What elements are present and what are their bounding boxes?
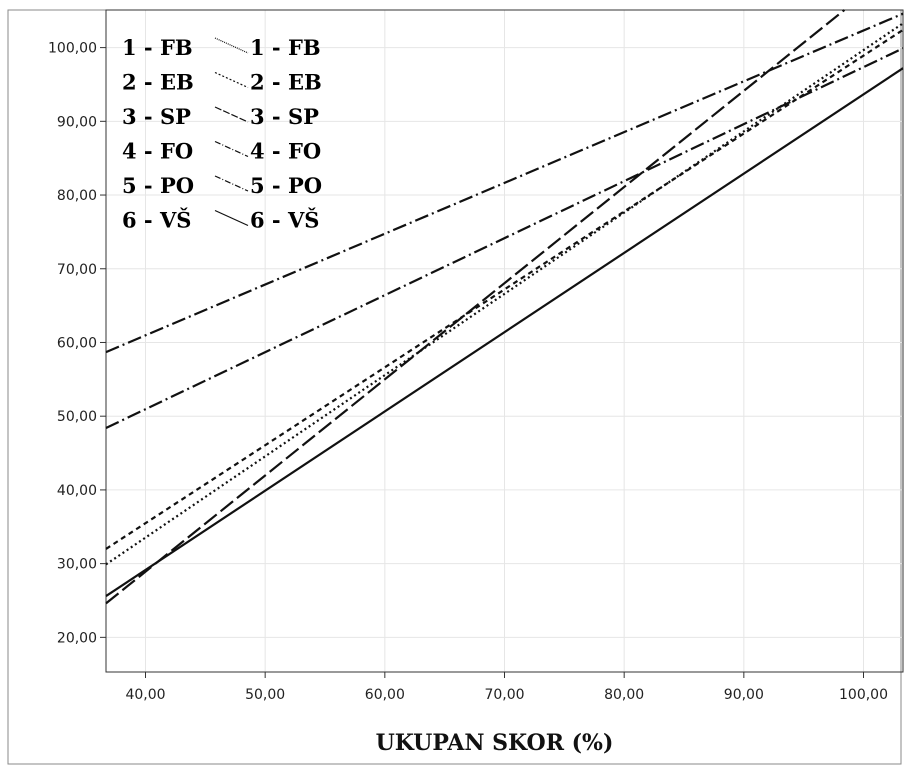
y-tick-label: 60,00 [57, 335, 97, 351]
series-lines [105, 9, 904, 605]
legend-swatch [214, 37, 249, 54]
x-tick-label: 40,00 [125, 687, 165, 703]
x-tick-label: 70,00 [484, 687, 524, 703]
legend-swatch [214, 140, 249, 158]
series-line-4 [105, 47, 904, 429]
legend-label-repeat: 6 - VŠ [250, 208, 319, 233]
x-tick-label: 60,00 [365, 687, 405, 703]
legend-label: 3 - SP [122, 104, 191, 129]
y-tick-label: 40,00 [57, 483, 97, 499]
y-tick-label: 70,00 [57, 262, 97, 278]
y-tick-label: 50,00 [57, 409, 97, 425]
legend-swatch [214, 106, 249, 123]
legend-label-repeat: 2 - EB [250, 70, 322, 95]
legend-label-repeat: 4 - FO [250, 139, 321, 164]
y-tick-label: 30,00 [57, 557, 97, 573]
series-line-5 [105, 12, 904, 354]
x-tick-label: 80,00 [604, 687, 644, 703]
legend-swatch [214, 175, 249, 192]
x-tick-label: 100,00 [839, 687, 888, 703]
x-tick-label: 50,00 [245, 687, 285, 703]
legend-label: 2 - EB [122, 70, 194, 95]
legend-label-repeat: 5 - PO [250, 173, 322, 198]
y-tick-label: 80,00 [57, 188, 97, 204]
legend-swatch [214, 209, 249, 227]
legend-label: 6 - VŠ [122, 208, 191, 233]
y-tick-label: 20,00 [57, 630, 97, 646]
x-axis-title: UKUPAN SKOR (%) [376, 730, 614, 756]
x-tick-label: 90,00 [724, 687, 764, 703]
grid-lines [106, 10, 903, 672]
legend-label: 4 - FO [122, 139, 193, 164]
legend: 1 - FB 1 - FB 2 - EB 2 - EB 3 - SP 3 - SP 4 - … [122, 35, 322, 233]
legend-label-repeat: 3 - SP [250, 104, 319, 129]
series-line-2 [105, 28, 904, 550]
y-tick-label: 90,00 [57, 114, 97, 130]
y-tick-label: 100,00 [48, 41, 97, 57]
legend-label: 1 - FB [122, 35, 193, 60]
axes: 40,00 50,00 60,00 70,00 80,00 90,00 100,00 20,0… [48, 41, 888, 703]
legend-label-repeat: 1 - FB [250, 35, 321, 60]
figure-border [7, 9, 902, 765]
legend-label: 5 - PO [122, 173, 194, 198]
series-line-3 [105, 9, 846, 605]
series-line-1 [105, 22, 904, 566]
series-line-6 [105, 67, 904, 598]
